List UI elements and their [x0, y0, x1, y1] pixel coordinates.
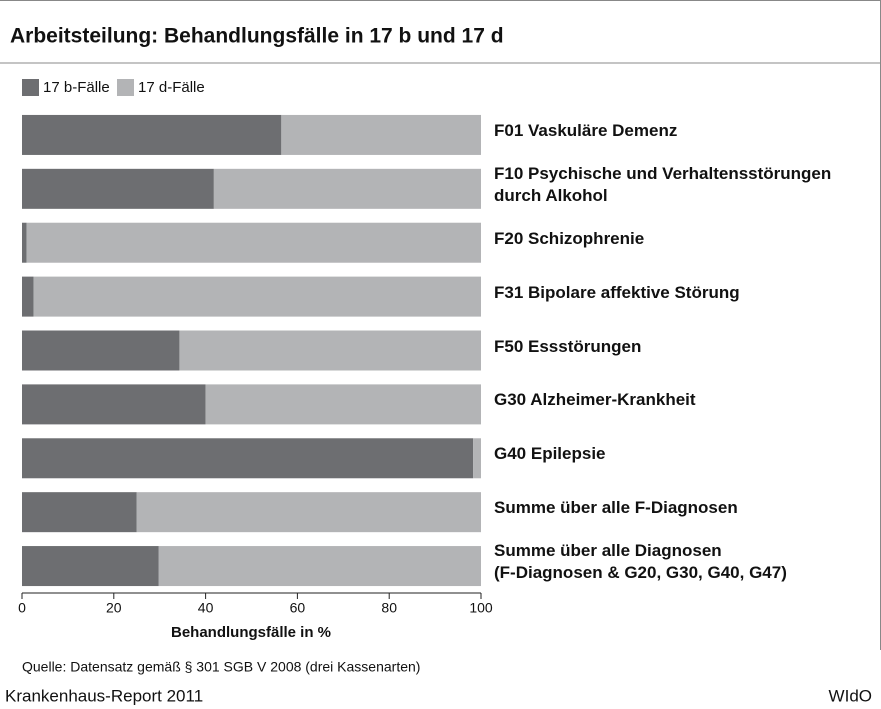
bar-segment: [22, 438, 474, 479]
bar-segment: [158, 546, 482, 587]
x-tick-label: 80: [381, 600, 397, 616]
legend-swatch: [117, 79, 134, 96]
category-label: G40 Epilepsie: [494, 444, 606, 464]
x-tick-label: 20: [106, 600, 122, 616]
legend-label: 17 d-Fälle: [138, 79, 205, 96]
bar-segment: [22, 168, 214, 209]
category-label: G30 Alzheimer-Krankheit: [494, 390, 696, 410]
x-axis-label: Behandlungsfälle in %: [171, 624, 331, 641]
category-label: F50 Essstörungen: [494, 336, 642, 356]
category-label: F31 Bipolare affektive Störung: [494, 282, 740, 302]
category-label: F10 Psychische und Verhaltensstörungen d…: [494, 163, 832, 205]
category-label: F01 Vaskuläre Demenz: [494, 120, 678, 140]
bar-segment: [22, 546, 159, 587]
source: Quelle: Datensatz gemäß § 301 SGB V 2008…: [22, 659, 420, 675]
chart-title: Arbeitsteilung: Behandlungsfälle in 17 b…: [10, 25, 504, 48]
bar-segment: [22, 114, 282, 155]
x-tick-label: 0: [18, 600, 26, 616]
bar-segment: [136, 492, 481, 533]
bar-segment: [179, 330, 481, 371]
bar-segment: [213, 168, 481, 209]
bar-segment: [22, 276, 34, 317]
legend-label: 17 b-Fälle: [43, 79, 110, 96]
bar-segment: [205, 384, 481, 425]
bar-segment: [33, 276, 481, 317]
bar-segment: [22, 492, 137, 533]
bar-segment: [22, 384, 206, 425]
bar-segment: [22, 222, 27, 263]
bar-segment: [26, 222, 482, 263]
category-label: F20 Schizophrenie: [494, 228, 645, 248]
footer-left: Krankenhaus-Report 2011: [5, 686, 203, 705]
x-tick-label: 60: [290, 600, 306, 616]
x-tick-label: 40: [198, 600, 214, 616]
footer-right: WIdO: [829, 686, 872, 705]
category-label: Summe über alle Diagnosen (F-Diagnosen &…: [494, 541, 787, 583]
legend-swatch: [22, 79, 39, 96]
bar-segment: [473, 438, 481, 479]
bar-segment: [281, 114, 481, 155]
x-tick-label: 100: [469, 600, 493, 616]
bar-segment: [22, 330, 180, 371]
category-label: Summe über alle F-Diagnosen: [494, 498, 738, 518]
